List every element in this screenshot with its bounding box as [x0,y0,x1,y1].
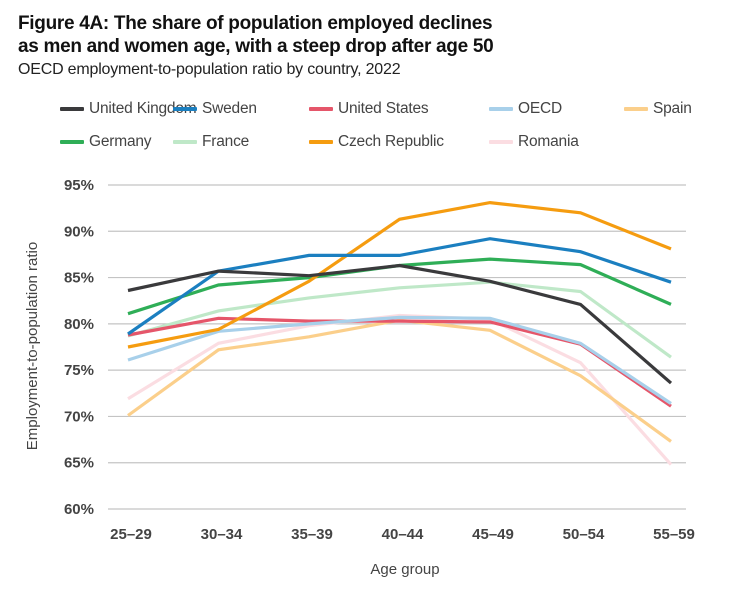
chart-subtitle: OECD employment-to-population ratio by c… [18,61,401,78]
y-tick-label: 95% [64,177,94,194]
legend-swatch [60,107,84,111]
legend-item-romania: Romania [489,133,579,151]
x-tick-label: 25–29 [110,526,152,543]
x-tick-label: 55–59 [653,526,695,543]
y-tick-label: 70% [64,408,94,425]
line-czech-republic [127,200,672,349]
legend-item-united-kingdom: United Kingdom [60,100,197,118]
legend-item-czech-republic: Czech Republic [309,133,444,151]
y-axis-title: Employment-to-population ratio [24,242,41,450]
legend-item-france: France [173,133,249,151]
legend-label: United Kingdom [89,100,197,117]
legend-swatch [60,140,84,144]
x-tick-label: 45–49 [472,526,514,543]
series-romania [127,313,673,466]
legend-item-spain: Spain [624,100,692,118]
x-tick-label: 40–44 [382,526,424,543]
legend-label: Germany [89,133,152,150]
legend-item-oecd: OECD [489,100,562,118]
legend-swatch [173,107,197,111]
legend-swatch [624,107,648,111]
legend-swatch [489,107,513,111]
legend-swatch [173,140,197,144]
x-tick-label: 30–34 [201,526,243,543]
legend-label: OECD [518,100,562,117]
y-tick-label: 60% [64,501,94,518]
series-oecd [127,315,672,405]
y-tick-label: 85% [64,270,94,287]
legend-swatch [489,140,513,144]
y-tick-label: 65% [64,455,94,472]
chart-legend: United Kingdom Sweden United States OECD Spa… [60,100,740,160]
legend-label: Sweden [202,100,257,117]
legend-swatch [309,107,333,111]
y-axis-ticks: 60% 65% 70% 75% 80% 85% 90% 95% [64,177,94,518]
gridlines [108,184,686,510]
legend-label: France [202,133,250,150]
series-spain [127,318,672,443]
legend-item-united-states: United States [309,100,429,118]
y-tick-label: 75% [64,362,94,379]
chart-title-line-1: Figure 4A: The share of population emplo… [18,13,493,34]
y-tick-label: 90% [64,223,94,240]
legend-item-sweden: Sweden [173,100,257,118]
chart-title: Figure 4A: The share of population emplo… [18,12,494,58]
legend-label: Czech Republic [338,133,444,150]
legend-label: United States [338,100,429,117]
legend-swatch [309,140,333,144]
chart-title-line-2: as men and women age, with a steep drop … [18,36,494,57]
x-axis-title: Age group [370,561,439,578]
series-lines [127,200,673,466]
legend-item-germany: Germany [60,133,152,151]
series-czech-republic [127,200,672,349]
legend-label: Spain [653,100,692,117]
x-tick-label: 35–39 [291,526,333,543]
legend-label: Romania [518,133,579,150]
x-axis-ticks: 25–29 30–34 35–39 40–44 45–49 50–54 55–59 [110,526,695,543]
line-romania [127,313,673,466]
series-united-kingdom [127,263,673,385]
x-tick-label: 50–54 [563,526,605,543]
series-france [127,280,672,359]
line-spain [127,318,672,443]
y-tick-label: 80% [64,316,94,333]
